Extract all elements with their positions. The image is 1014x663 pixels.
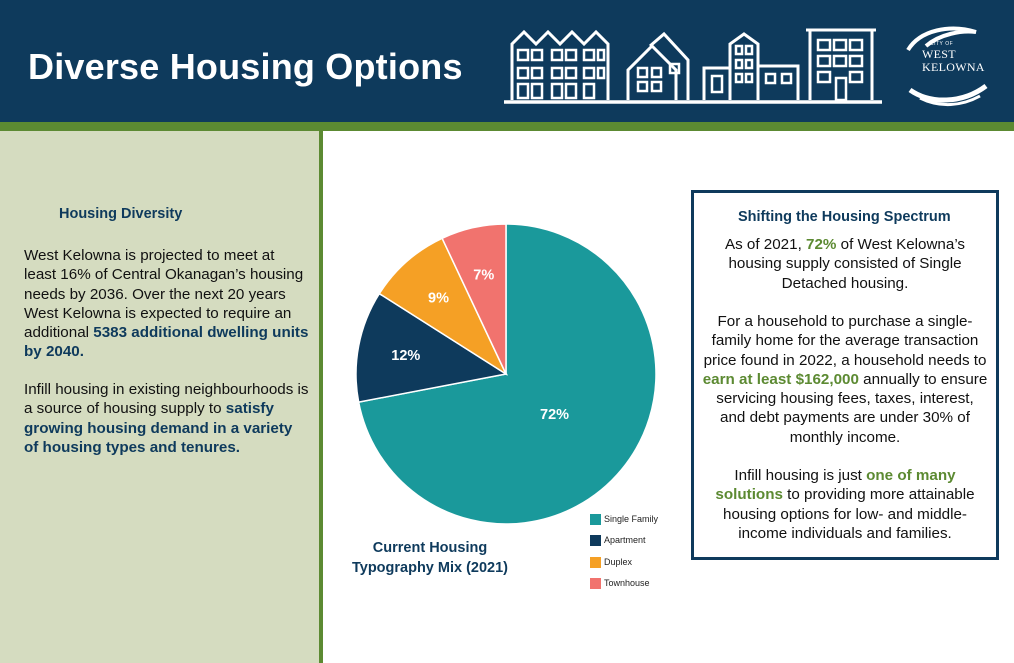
- chart-title: Current Housing Typography Mix (2021): [351, 540, 509, 576]
- legend-label: Duplex: [604, 557, 633, 567]
- text-run: As of 2021,: [724, 236, 807, 253]
- housing-spectrum-heading: Shifting the Housing Spectrum: [738, 209, 951, 225]
- pie-label-apartment: 12%: [391, 348, 420, 364]
- page-title: Diverse Housing Options: [28, 46, 463, 87]
- housing-spectrum-paragraph-2: For a household to purchase a single-fam…: [702, 312, 988, 447]
- housing-spectrum-paragraph-3: Infill housing is just one of many solut…: [702, 466, 988, 543]
- legend-swatch: [590, 557, 601, 568]
- legend-label: Single Family: [604, 514, 659, 524]
- header-banner: Diverse Housing Options: [0, 0, 1014, 122]
- text-run: For a household to purchase a single-fam…: [703, 313, 987, 369]
- text-run: West Kelowna is projected to meet at lea…: [24, 247, 304, 342]
- legend-label: Apartment: [604, 535, 646, 545]
- pie-slice-duplex: [378, 237, 508, 377]
- logo-text-west: WEST: [922, 47, 956, 61]
- west-kelowna-logo-icon: [906, 26, 988, 107]
- logo-text-kelowna: KELOWNA: [922, 60, 985, 74]
- text-run: of West Kelowna’s housing supply consist…: [728, 236, 966, 292]
- left-panel: [0, 131, 319, 663]
- pie-label-townhouse: 7%: [473, 267, 494, 283]
- housing-diversity-paragraph-2: Infill housing in existing neighbourhood…: [24, 380, 309, 457]
- housing-spectrum-box: Shifting the Housing Spectrum As of 2021…: [691, 190, 999, 560]
- legend-swatch: [590, 578, 601, 589]
- housing-mix-pie-chart: 72% 12% 9% 7%: [355, 223, 657, 525]
- legend-label: Townhouse: [604, 578, 650, 588]
- text-run: Infill housing is just: [734, 467, 867, 484]
- housing-spectrum-paragraph-1: As of 2021, 72% of West Kelowna’s housin…: [702, 235, 988, 293]
- text-run: annually to ensure servicing housing fee…: [716, 370, 988, 446]
- housing-diversity-heading: Housing Diversity: [59, 206, 183, 222]
- housing-diversity-paragraph-1: West Kelowna is projected to meet at lea…: [24, 246, 309, 362]
- pie-label-single-family: 72%: [540, 407, 569, 423]
- pie-slice-apartment: [355, 292, 509, 403]
- text-run: Infill housing in existing neighbourhood…: [24, 381, 309, 418]
- legend-swatch: [590, 514, 601, 525]
- pie-slice-townhouse: [441, 223, 507, 375]
- panel-divider: [319, 131, 323, 663]
- header-stripe: [0, 122, 1014, 131]
- legend-swatch: [590, 535, 601, 546]
- highlight-72-percent: 72%: [806, 236, 837, 253]
- highlight-income: earn at least $162,000: [702, 370, 859, 388]
- text-run: to providing more attainable housing opt…: [723, 486, 975, 542]
- highlight-solutions: one of many solutions: [715, 467, 956, 504]
- housing-skyline-icon: [504, 28, 882, 104]
- logo-text-city: CITY OF: [930, 41, 954, 47]
- highlight-housing-demand: satisfy growing housing demand in a vari…: [24, 400, 293, 456]
- highlight-dwelling-units: 5383 additional dwelling units by 2040.: [24, 324, 309, 361]
- pie-label-duplex: 9%: [428, 290, 449, 306]
